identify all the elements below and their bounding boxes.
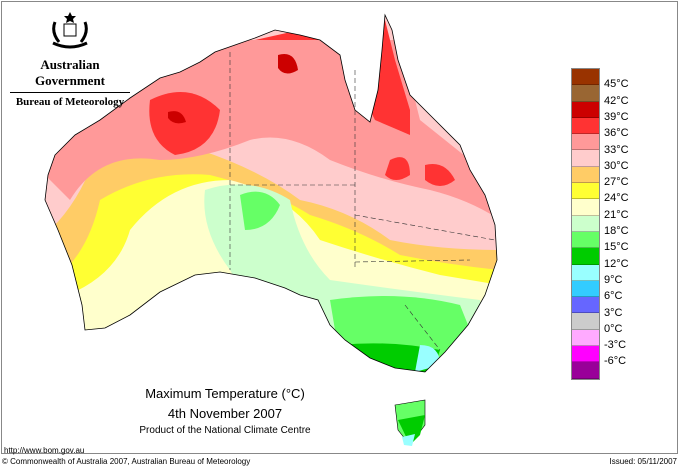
band-36-qld — [425, 164, 455, 186]
map-product: Product of the National Climate Centre — [139, 425, 311, 436]
legend-swatch — [572, 117, 599, 135]
legend-label: 9°C — [604, 273, 623, 286]
legend-swatch — [572, 101, 599, 118]
legend-swatch — [572, 297, 599, 314]
legend-label: 27°C — [604, 176, 629, 189]
government-name: Australian Government — [34, 57, 106, 88]
band-15-inland — [240, 191, 280, 230]
state-borders — [229, 52, 496, 351]
band-39 — [278, 54, 298, 74]
legend-swatch — [572, 183, 599, 200]
legend-label: -3°C — [604, 339, 627, 352]
legend-label: 6°C — [604, 290, 623, 303]
legend-label: 45°C — [604, 78, 629, 91]
band-36-kimberley — [149, 92, 220, 155]
bureau-name: Bureau of Meteorology — [10, 92, 130, 108]
legend-label: 24°C — [604, 192, 629, 205]
band-39-kimberley — [168, 111, 186, 124]
map-frame — [1, 1, 678, 454]
map-title: Maximum Temperature (°C) — [145, 386, 305, 401]
legend-label: 18°C — [604, 225, 629, 237]
legend-swatch — [572, 199, 599, 216]
legend-label: 33°C — [604, 143, 629, 156]
legend-swatch — [572, 231, 599, 249]
map-titles: Maximum Temperature (°C) 4th November 20… — [100, 386, 350, 436]
legend-swatch — [572, 69, 599, 86]
legend-swatch — [572, 134, 599, 151]
legend-label: 3°C — [604, 306, 623, 319]
bom-link[interactable]: http://www.bom.gov.au — [4, 446, 85, 455]
legend-swatch — [572, 362, 599, 379]
legend-label: 36°C — [604, 127, 629, 140]
legend-label: 21°C — [604, 208, 629, 221]
legend-swatch — [572, 215, 599, 232]
legend-swatch — [572, 264, 599, 281]
tasmania-12 — [398, 415, 425, 445]
legend-swatch — [572, 150, 599, 167]
copyright: © Commonwealth of Australia 2007, Austra… — [2, 457, 251, 466]
legend-label: -6°C — [604, 355, 627, 368]
legend — [571, 68, 600, 380]
legend-label: 30°C — [604, 159, 629, 172]
legend-swatch — [572, 166, 599, 184]
legend-label: 39°C — [604, 110, 629, 123]
legend-swatch — [572, 313, 599, 330]
tasmania-9 — [402, 434, 415, 446]
issued-date: Issued: 05/11/2007 — [609, 457, 677, 466]
legend-swatch — [572, 280, 599, 298]
legend-swatch — [572, 329, 599, 347]
coat-of-arms-icon — [52, 12, 88, 49]
legend-swatch — [572, 248, 599, 265]
legend-label: 0°C — [604, 322, 623, 335]
legend-swatch — [572, 85, 599, 102]
legend-label: 15°C — [604, 241, 629, 254]
map-date: 4th November 2007 — [167, 406, 283, 421]
band-36-qld2 — [385, 157, 410, 180]
legend-label: 42°C — [604, 94, 629, 107]
legend-label: 12°C — [604, 257, 629, 270]
legend-swatch — [572, 346, 599, 363]
logo-block: Australian Government Bureau of Meteorol… — [10, 10, 130, 108]
